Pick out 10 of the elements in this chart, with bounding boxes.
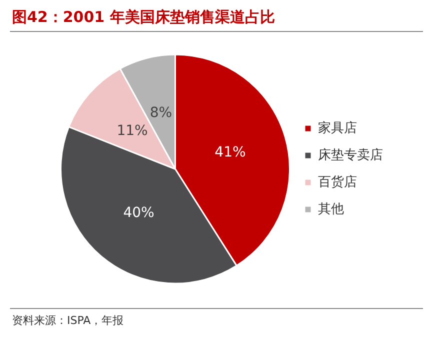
data-label: 40%: [123, 204, 154, 221]
text: 资料来源：ISPA，年报: [12, 313, 124, 328]
legend-label: 床垫专卖店: [318, 146, 383, 163]
legend-label: 百货店: [318, 174, 357, 190]
legend-label: 其他: [318, 202, 344, 217]
legend-label: 家具店: [318, 120, 357, 136]
data-label: 41%: [214, 144, 246, 161]
data-label: 8%: [150, 105, 172, 122]
chart-title: 图42：2001 年美国床垫销售渠道占比: [12, 8, 275, 27]
data-label: 11%: [116, 122, 148, 139]
